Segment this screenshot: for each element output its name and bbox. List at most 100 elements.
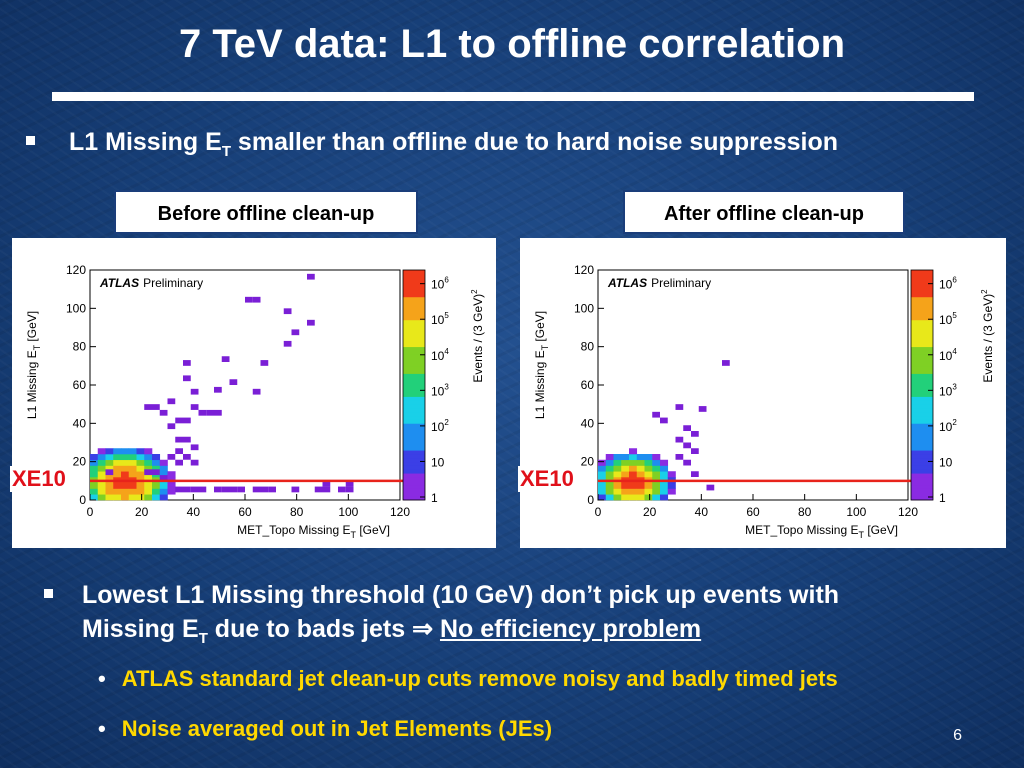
colorbar-segment xyxy=(403,339,425,344)
data-point xyxy=(190,444,199,451)
heatmap-cell xyxy=(652,465,661,472)
heatmap-cell xyxy=(105,494,114,501)
heatmap-cell xyxy=(613,494,622,501)
heatmap-cell xyxy=(97,454,106,461)
heatmap-cell xyxy=(605,494,614,501)
colorbar-segment xyxy=(403,319,425,325)
colorbar-segment xyxy=(403,408,425,413)
data-point xyxy=(229,486,238,493)
colorbar-segment xyxy=(403,312,425,317)
data-point xyxy=(652,411,660,418)
data-point xyxy=(260,360,269,366)
heatmap-cell xyxy=(613,454,622,461)
heatmap-cell xyxy=(128,494,137,501)
data-point xyxy=(322,480,331,487)
colorbar-segment xyxy=(911,327,933,332)
colorbar-tick-label: 10 xyxy=(431,455,445,469)
heatmap-cell xyxy=(113,448,122,455)
data-point xyxy=(183,360,191,366)
data-point xyxy=(691,431,699,437)
colorbar-segment xyxy=(911,296,933,302)
colorbar-segment xyxy=(911,377,933,382)
before-cleanup-label: Before offline clean-up xyxy=(114,190,418,234)
colorbar-tick-base: 10 xyxy=(939,455,953,469)
data-point xyxy=(167,423,176,430)
y-tick-label: 0 xyxy=(587,493,594,507)
data-point xyxy=(206,409,214,416)
heatmap-cell xyxy=(636,459,645,466)
heatmap-cell xyxy=(636,482,645,489)
y-axis-label-sub: T xyxy=(32,344,42,350)
heatmap-cell xyxy=(113,482,122,489)
heatmap-cell xyxy=(644,482,653,489)
colorbar-tick-label: 102 xyxy=(431,418,449,434)
colorbar-tick-base: 10 xyxy=(431,313,445,327)
x-axis-label-main: MET_Topo Missing E xyxy=(237,523,350,537)
colorbar-segment xyxy=(403,323,425,328)
colorbar-frame xyxy=(402,269,426,501)
x-tick-label: 100 xyxy=(846,505,866,519)
heatmap-cell xyxy=(105,459,114,466)
heatmap-cell xyxy=(621,482,630,489)
heatmap-cell xyxy=(613,459,622,466)
colorbar-tick-base: 1 xyxy=(431,491,438,505)
heatmap-cell xyxy=(629,494,638,501)
heatmap-cell xyxy=(613,465,622,472)
colorbar-segment xyxy=(403,427,425,432)
colorbar-segment xyxy=(911,300,933,305)
colorbar-segment xyxy=(911,350,933,355)
heatmap-cell xyxy=(613,482,622,489)
sub-bullet-1-text: ATLAS standard jet clean-up cuts remove … xyxy=(121,666,838,691)
heatmap-cell xyxy=(629,465,638,472)
colorbar-segment xyxy=(403,362,425,367)
bullet-2-pre: Missing E xyxy=(82,615,199,643)
data-point xyxy=(314,486,323,493)
y-tick-label: 80 xyxy=(581,340,595,354)
colorbar-segment xyxy=(911,304,933,309)
heatmap-cell xyxy=(144,454,153,461)
data-point xyxy=(260,486,269,493)
heatmap-cell xyxy=(152,488,161,495)
x-tick-label: 60 xyxy=(238,505,252,519)
colorbar-segment xyxy=(403,365,425,371)
colorbar-segment xyxy=(911,289,933,294)
colorbar-tick-base: 10 xyxy=(939,349,953,363)
colorbar-segment xyxy=(403,415,425,420)
data-point xyxy=(307,319,315,326)
data-point xyxy=(691,448,699,454)
colorbar-segment xyxy=(911,400,933,405)
colorbar-segment xyxy=(403,434,425,440)
colorbar-segment xyxy=(403,335,425,340)
heatmap-cell xyxy=(144,465,153,472)
colorbar-segment xyxy=(403,377,425,382)
heatmap-cell xyxy=(105,482,114,489)
x-axis-label: MET_Topo Missing ET [GeV] xyxy=(237,523,390,540)
colorbar-segment xyxy=(403,300,425,305)
colorbar-segment xyxy=(403,400,425,405)
bullet-2-line2: Missing ET due to bads jets ⇒ No efficie… xyxy=(82,612,1002,656)
colorbar-segment xyxy=(911,285,933,290)
heatmap-cell xyxy=(636,471,645,478)
data-point xyxy=(683,425,691,431)
colorbar-tick-base: 10 xyxy=(431,455,445,469)
colorbar-segment xyxy=(403,454,425,459)
data-point xyxy=(190,388,199,395)
bullet-1-sub: T xyxy=(221,143,231,160)
data-point xyxy=(190,404,199,410)
heatmap-cell xyxy=(159,459,168,466)
colorbar-tick-exp: 4 xyxy=(952,347,957,356)
colorbar-segment xyxy=(403,369,425,374)
y-tick-label: 120 xyxy=(66,263,86,277)
colorbar-segment xyxy=(403,277,425,282)
heatmap-cell xyxy=(621,465,630,472)
heatmap-cell xyxy=(121,471,130,478)
colorbar-tick-label: 104 xyxy=(431,347,449,363)
data-point xyxy=(291,329,300,336)
colorbar-segment xyxy=(911,323,933,328)
heatmap-cell xyxy=(652,494,661,501)
heatmap-cell xyxy=(598,465,607,472)
page-number: 6 xyxy=(953,727,962,744)
data-point xyxy=(291,486,300,493)
heatmap-cell xyxy=(644,465,653,472)
y-axis-label: L1 Missing ET [GeV] xyxy=(25,311,42,419)
